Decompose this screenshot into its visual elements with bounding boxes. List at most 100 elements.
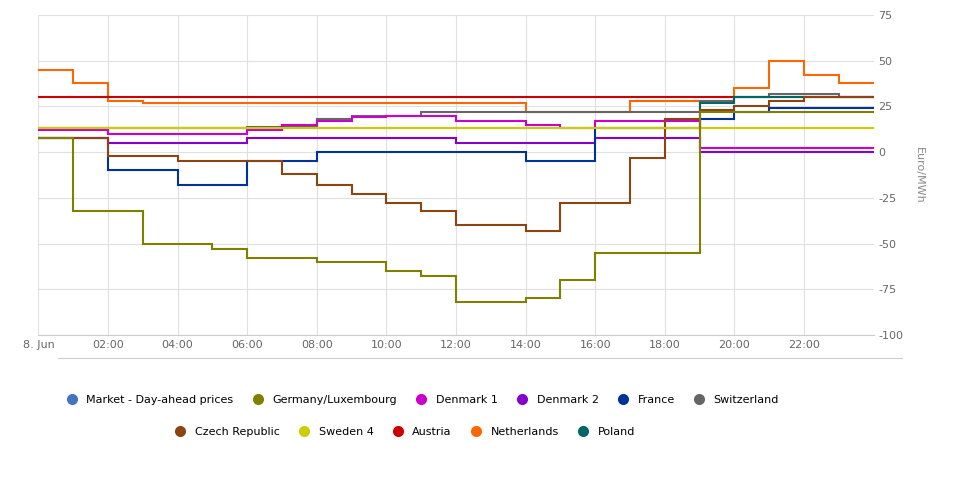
Germany/Luxembourg [485, 299, 496, 305]
Line: Denmark 2: Denmark 2 [38, 138, 874, 152]
Poland [102, 126, 114, 132]
Poland [589, 126, 601, 132]
Germany/Luxembourg [694, 250, 706, 256]
Austria [694, 94, 706, 100]
Germany/Luxembourg [242, 246, 253, 252]
Germany/Luxembourg [485, 299, 496, 305]
Denmark 2 [346, 134, 357, 140]
Netherlands [67, 67, 79, 73]
Denmark 1 [729, 146, 740, 152]
Germany/Luxembourg [346, 259, 357, 265]
Line: Poland: Poland [38, 98, 874, 128]
Sweden 4 [102, 126, 114, 132]
Poland [833, 94, 845, 100]
Denmark 2 [729, 149, 740, 155]
France [416, 149, 427, 155]
Netherlands [589, 109, 601, 115]
Denmark 1 [102, 127, 114, 133]
Denmark 2 [172, 140, 183, 146]
Denmark 1 [311, 122, 323, 128]
Switzerland [833, 90, 845, 96]
Germany/Luxembourg [67, 208, 79, 214]
Czech Republic [729, 107, 740, 113]
Switzerland [276, 124, 288, 130]
Sweden 4 [519, 126, 531, 132]
Denmark 2 [102, 140, 114, 146]
Denmark 1 [485, 118, 496, 124]
Poland [380, 126, 392, 132]
Poland [555, 126, 566, 132]
Czech Republic [589, 200, 601, 206]
Austria [485, 94, 496, 100]
Netherlands [555, 109, 566, 115]
Netherlands [485, 100, 496, 106]
France [798, 106, 809, 112]
Switzerland [589, 109, 601, 115]
Austria [555, 94, 566, 100]
Czech Republic [206, 158, 218, 164]
Czech Republic [33, 134, 44, 140]
Switzerland [519, 109, 531, 115]
Germany/Luxembourg [659, 250, 670, 256]
Poland [694, 100, 706, 106]
Poland [763, 94, 775, 100]
Czech Republic [242, 158, 253, 164]
Germany/Luxembourg [276, 255, 288, 261]
Denmark 2 [833, 149, 845, 155]
France [137, 168, 149, 173]
Sweden 4 [137, 126, 149, 132]
Denmark 1 [555, 122, 566, 128]
Germany/Luxembourg [589, 250, 601, 256]
Switzerland [242, 126, 253, 132]
Denmark 2 [346, 134, 357, 140]
Switzerland [33, 126, 44, 132]
Czech Republic [172, 153, 183, 159]
Netherlands [137, 98, 149, 104]
Denmark 1 [589, 118, 601, 124]
Poland [763, 94, 775, 100]
Poland [380, 126, 392, 132]
Line: Denmark 1: Denmark 1 [38, 116, 874, 148]
Czech Republic [102, 153, 114, 159]
Netherlands [519, 100, 531, 106]
Austria [206, 94, 218, 100]
Netherlands [485, 100, 496, 106]
Denmark 1 [868, 146, 879, 152]
Denmark 2 [33, 134, 44, 140]
Czech Republic [659, 116, 670, 122]
Denmark 1 [798, 146, 809, 152]
Czech Republic [624, 154, 636, 160]
Denmark 1 [276, 122, 288, 128]
Sweden 4 [659, 126, 670, 132]
France [763, 106, 775, 112]
Denmark 1 [67, 127, 79, 133]
Denmark 2 [624, 134, 636, 140]
Czech Republic [798, 98, 809, 104]
Czech Republic [416, 200, 427, 206]
Sweden 4 [450, 126, 462, 132]
Czech Republic [102, 134, 114, 140]
Germany/Luxembourg [659, 250, 670, 256]
Line: France: France [38, 108, 874, 185]
Sweden 4 [763, 126, 775, 132]
Sweden 4 [659, 126, 670, 132]
France [311, 158, 323, 164]
Austria [589, 94, 601, 100]
Denmark 1 [450, 118, 462, 124]
Sweden 4 [798, 126, 809, 132]
Denmark 2 [67, 134, 79, 140]
Poland [311, 126, 323, 132]
Poland [242, 126, 253, 132]
France [624, 126, 636, 132]
Germany/Luxembourg [519, 296, 531, 302]
Germany/Luxembourg [729, 109, 740, 115]
Netherlands [450, 100, 462, 106]
Austria [555, 94, 566, 100]
Denmark 1 [555, 126, 566, 132]
Austria [102, 94, 114, 100]
Switzerland [729, 98, 740, 104]
Line: Czech Republic: Czech Republic [38, 98, 874, 231]
Sweden 4 [624, 126, 636, 132]
Denmark 2 [798, 149, 809, 155]
Poland [624, 126, 636, 132]
